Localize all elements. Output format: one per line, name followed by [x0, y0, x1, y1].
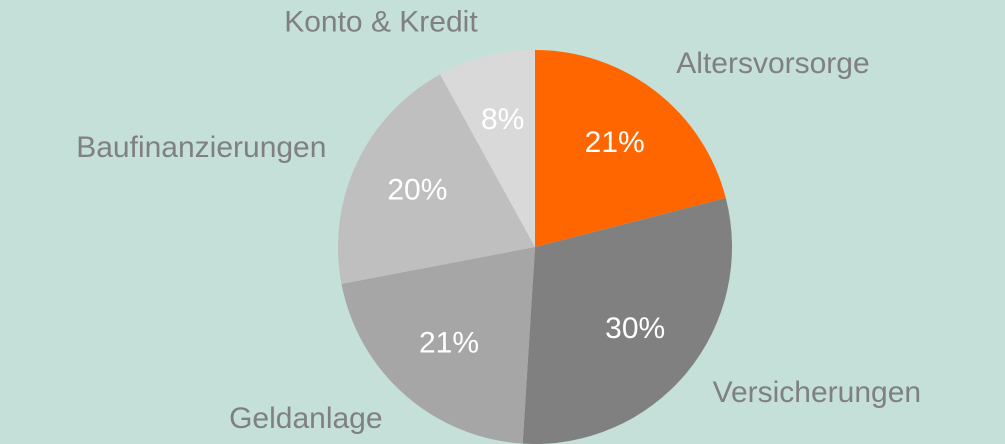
pie-slice — [535, 50, 726, 247]
category-label: Altersvorsorge — [676, 47, 869, 80]
value-label: 30% — [605, 312, 665, 345]
pie-slice — [522, 198, 732, 444]
category-label: Geldanlage — [229, 402, 382, 435]
pie-slice — [338, 74, 535, 284]
value-label: 8% — [481, 103, 524, 136]
value-label: 21% — [585, 126, 645, 159]
category-label: Versicherungen — [713, 376, 921, 409]
value-label: 20% — [387, 174, 447, 207]
pie-slice — [341, 247, 535, 444]
value-label: 21% — [419, 326, 479, 359]
category-label: Baufinanzierungen — [76, 131, 326, 164]
pie-slice — [440, 50, 535, 247]
category-label: Konto & Kredit — [284, 6, 478, 39]
